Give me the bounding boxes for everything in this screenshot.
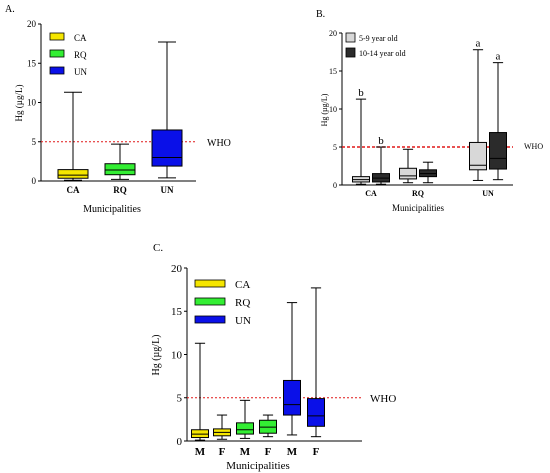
panel-a-who-label: WHO [207, 138, 231, 149]
box-CA [57, 91, 89, 181]
panel-label-a: A. [5, 4, 15, 15]
significance-letter: a [496, 51, 501, 63]
x-tick-label: CA [365, 189, 377, 198]
panel-c-who-label: WHO [370, 393, 396, 405]
box-RQ-0 [399, 148, 417, 184]
panel-label-b: B. [316, 9, 325, 20]
legend-swatch [49, 49, 65, 58]
x-tick-label: CA [67, 185, 80, 195]
box-UN [151, 41, 183, 179]
legend-label: RQ [74, 50, 87, 60]
x-tick-label: RQ [412, 189, 424, 198]
legend-swatch [49, 32, 65, 41]
box-iqr [489, 132, 507, 170]
panel-a-xlabel: Municipalities [83, 204, 141, 215]
y-tick-label: 0 [177, 436, 183, 448]
box-iqr [104, 163, 136, 176]
y-tick-label: 5 [32, 137, 37, 147]
legend-label: UN [235, 315, 251, 327]
y-tick-label: 15 [171, 306, 183, 318]
panel-label-c: C. [153, 242, 163, 254]
box-F [213, 414, 231, 440]
box-M [191, 342, 209, 441]
box-UN-1: a [489, 51, 507, 181]
legend-swatch [194, 297, 226, 306]
box-iqr [283, 379, 301, 416]
box-F [307, 287, 325, 438]
panel-c-xlabel: Municipalities [226, 460, 290, 472]
y-tick-label: 20 [27, 19, 37, 29]
x-tick-label: M [195, 446, 206, 458]
legend-swatch [49, 66, 65, 75]
y-tick-label: 15 [27, 58, 37, 68]
panel-b-xlabel: Municipalities [392, 203, 444, 213]
y-tick-label: 10 [171, 349, 183, 361]
legend-label: 5-9 year old [359, 34, 398, 43]
box-M [283, 302, 301, 436]
box-UN-0: a [469, 38, 487, 181]
significance-letter: b [358, 87, 364, 99]
panel-c-ylabel: Hg (µg/L) [151, 334, 162, 375]
y-tick-label: 5 [333, 143, 337, 152]
x-tick-label: F [219, 446, 226, 458]
y-tick-label: 5 [177, 393, 183, 405]
panel-b-who-label: WHO [524, 142, 543, 151]
box-iqr [151, 129, 183, 167]
box-M [236, 399, 254, 439]
box-CA-1: b [372, 135, 390, 185]
box-iqr [399, 167, 417, 180]
panel-a-ylabel: Hg (µg/L) [14, 85, 24, 122]
panel-2-plot: 0 5 10 15 20 b a b a CA RQ UN 5-9 year old 10-14 year… [329, 29, 513, 198]
box-RQ-1 [419, 161, 437, 184]
panel-1-plot: 0 5 10 15 20 CA RQ UN CA RQ UN [27, 19, 196, 195]
legend-swatch [194, 279, 226, 288]
y-tick-label: 0 [333, 181, 337, 190]
box-iqr [307, 398, 325, 427]
box-RQ [104, 143, 136, 180]
panel-3-plot: 0 5 10 15 20 M F M F M F CA RQ UN [171, 263, 362, 458]
x-tick-label: M [287, 446, 298, 458]
legend-label: CA [74, 33, 87, 43]
box-iqr [469, 141, 487, 171]
legend-swatch [194, 315, 226, 324]
x-tick-label: UN [482, 189, 494, 198]
box-F [259, 414, 277, 438]
y-tick-label: 15 [329, 67, 337, 76]
y-tick-label: 20 [171, 263, 183, 275]
legend-label: CA [235, 279, 250, 291]
significance-letter: a [476, 38, 481, 50]
x-tick-label: UN [161, 185, 174, 195]
box-iqr [57, 169, 89, 179]
significance-letter: b [378, 135, 384, 147]
y-tick-label: 10 [329, 105, 337, 114]
panel-b-ylabel: Hg (µg/L) [320, 93, 329, 126]
legend-label: RQ [235, 297, 250, 309]
x-tick-label: F [265, 446, 272, 458]
x-tick-label: RQ [113, 185, 127, 195]
legend-swatch [345, 32, 356, 43]
y-tick-label: 10 [27, 98, 37, 108]
y-tick-label: 0 [32, 176, 37, 186]
x-tick-label: F [313, 446, 320, 458]
box-CA-0: b [352, 87, 370, 185]
legend-swatch [345, 47, 356, 58]
legend-label: UN [74, 67, 87, 77]
legend-label: 10-14 year old [359, 49, 406, 58]
x-tick-label: M [240, 446, 251, 458]
y-tick-label: 20 [329, 29, 337, 38]
box-iqr [236, 422, 254, 435]
